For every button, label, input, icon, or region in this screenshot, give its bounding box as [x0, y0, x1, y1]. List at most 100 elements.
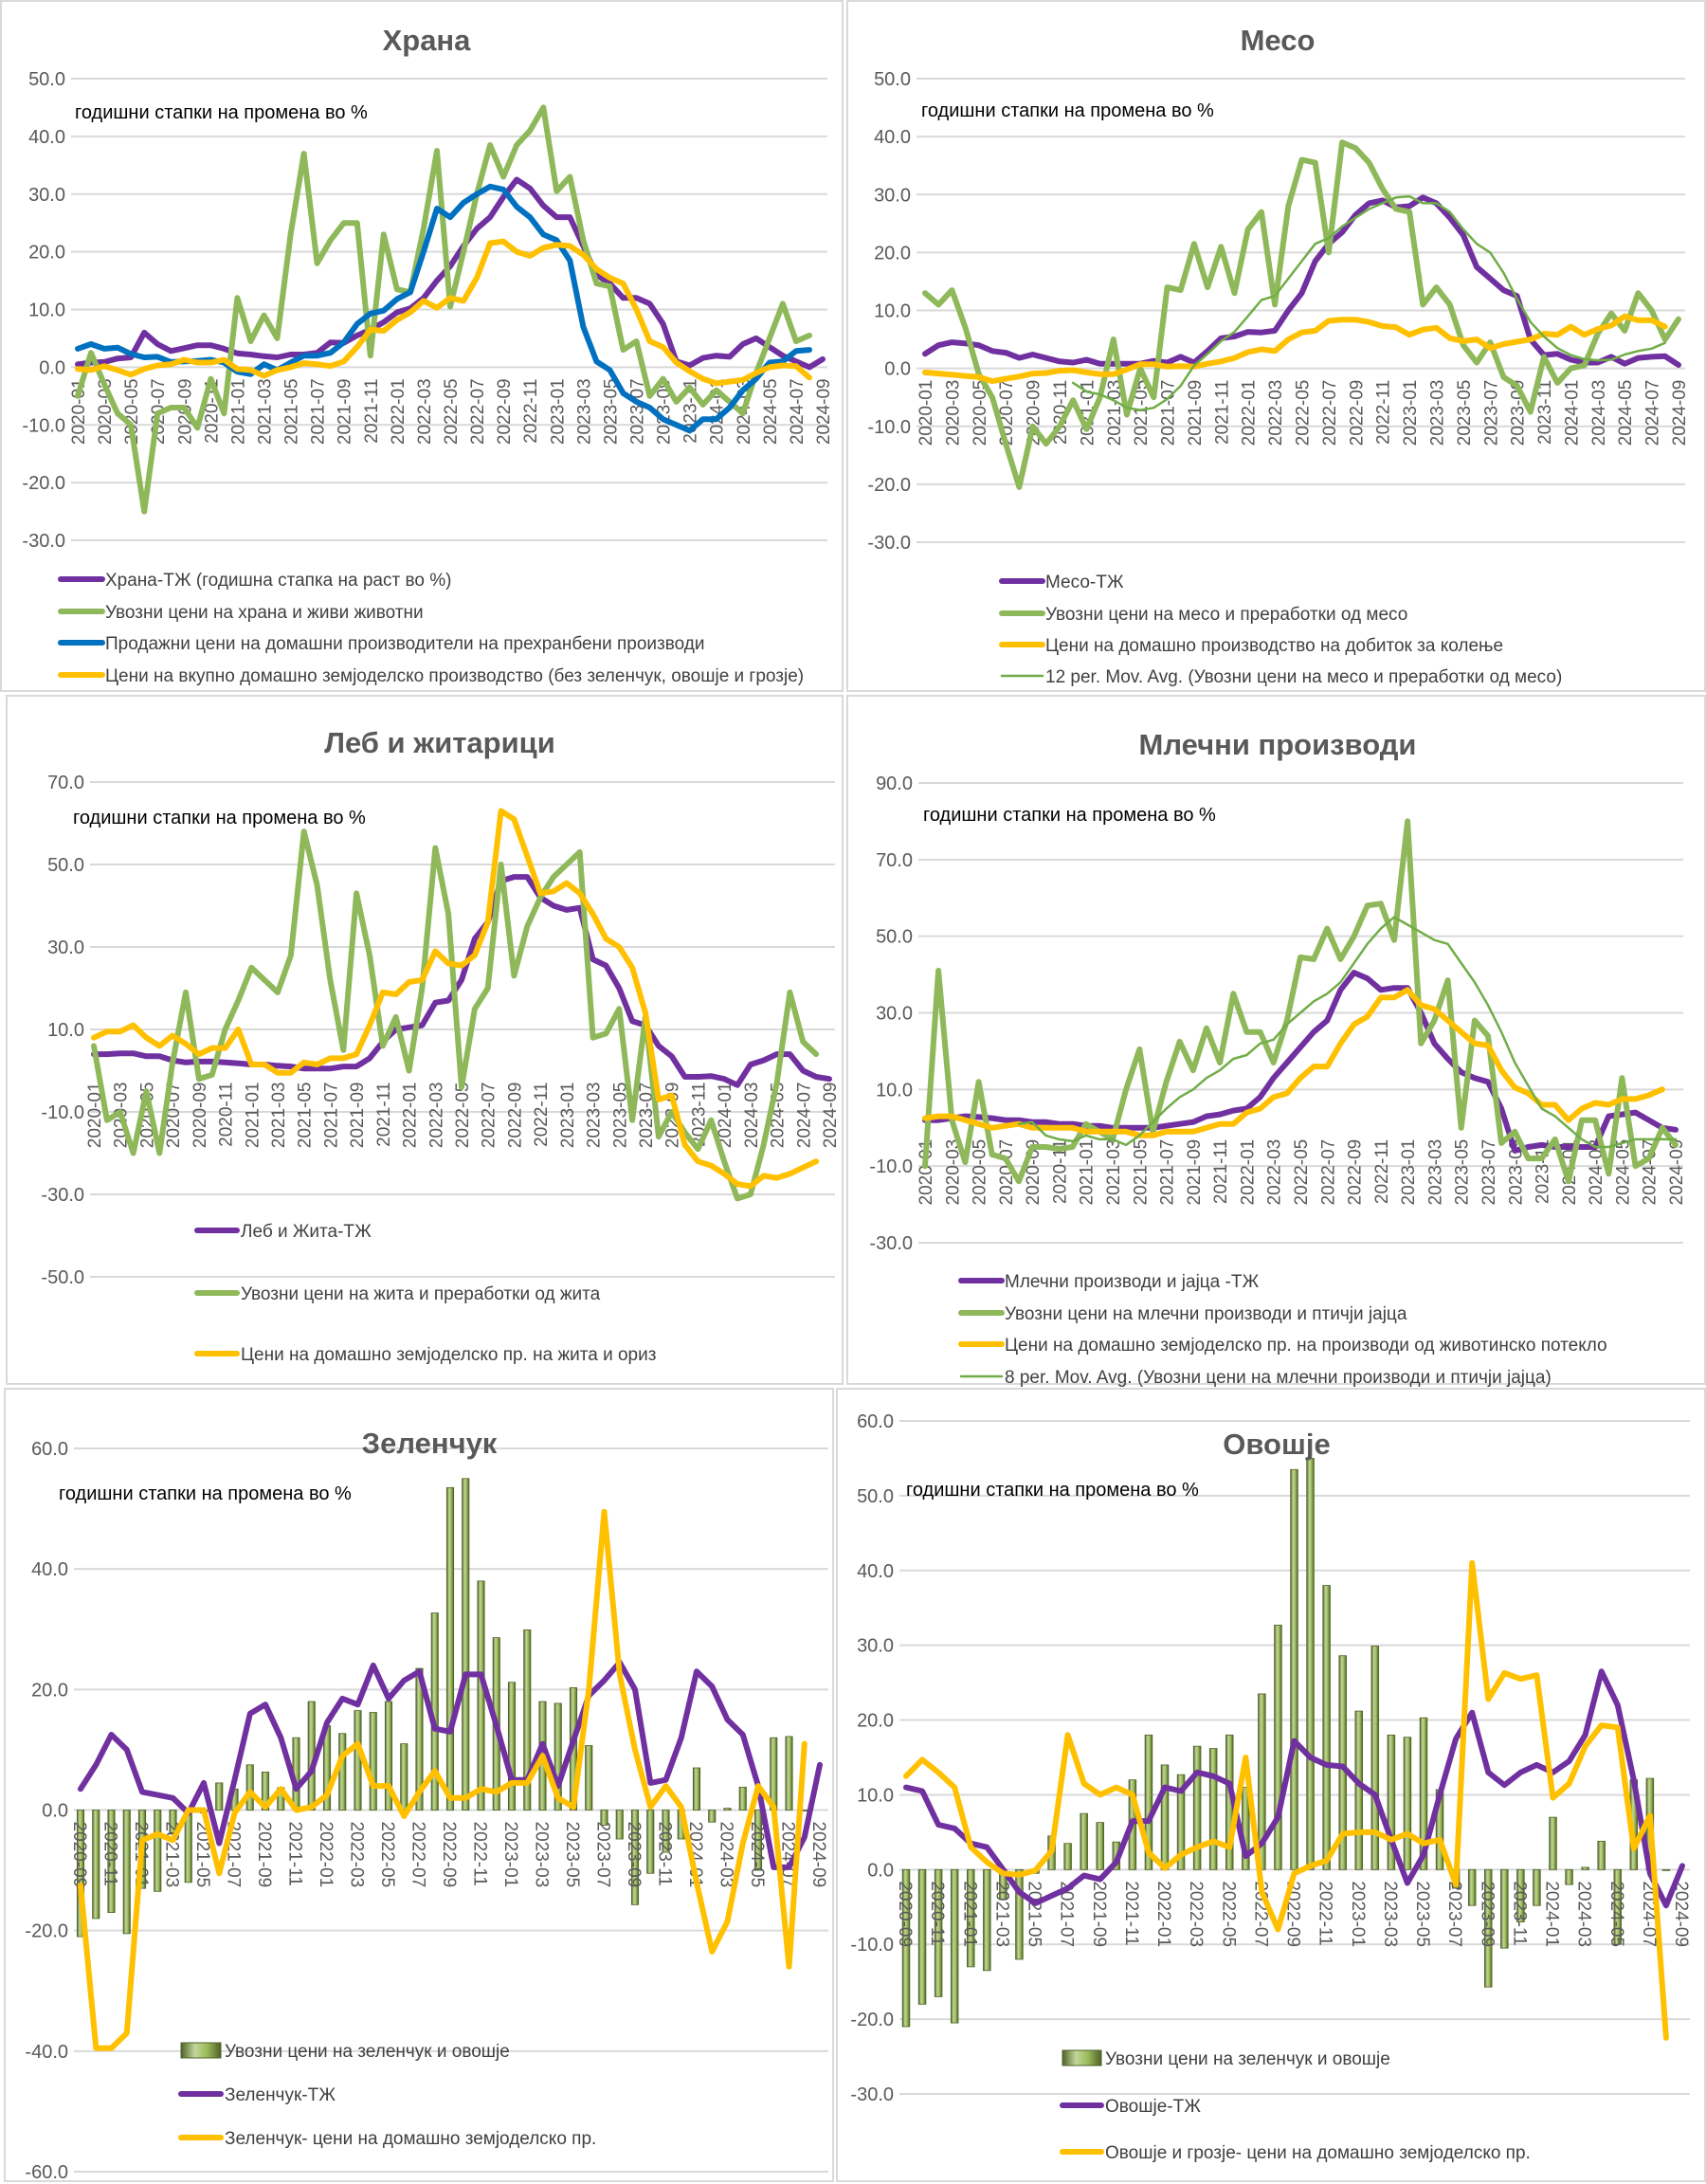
bar [1387, 1734, 1396, 1870]
y-tick-label: 20.0 [874, 243, 911, 264]
y-tick-label: 30.0 [876, 1004, 913, 1025]
x-tick-label: 2022-05 [1292, 1139, 1312, 1206]
x-tick-label: 2021-03 [1105, 380, 1125, 446]
x-tick-label: 2021-07 [309, 378, 329, 445]
x-tick-label: 2022-03 [347, 1822, 367, 1888]
x-tick-label: 2023-05 [1455, 380, 1475, 446]
x-tick-label: 2023-03 [574, 378, 594, 445]
legend-label: 8 per. Mov. Avg. (Увозни цени на млечни … [1005, 1368, 1552, 1387]
y-tick-label: -30.0 [850, 2084, 894, 2105]
series-line-cpi [78, 1659, 823, 1870]
x-tick-label: 2021-05 [296, 1083, 316, 1149]
y-tick-label: -10.0 [41, 1102, 84, 1123]
series-line-import [922, 139, 1681, 490]
x-tick-label: 2022-05 [453, 1083, 473, 1149]
series-line-domestic [903, 1559, 1669, 2041]
x-tick-label: 2022-07 [1318, 1139, 1338, 1206]
x-tick-label: 2024-03 [742, 1083, 762, 1149]
x-tick-label: 2022-03 [1266, 380, 1286, 446]
y-tick-label: -10.0 [22, 415, 65, 436]
x-tick-label: 2020-03 [943, 1139, 963, 1206]
x-tick-label: 2022-01 [389, 378, 408, 445]
y-tick-label: 60.0 [31, 1439, 68, 1460]
x-tick-label: 2024-05 [1613, 1139, 1633, 1206]
x-tick-label: 2022-09 [439, 1822, 459, 1888]
bar [1160, 1764, 1170, 1870]
bar [646, 1810, 655, 1874]
y-tick-label: 0.0 [867, 1860, 894, 1881]
x-tick-label: 2023-09 [1506, 1139, 1526, 1206]
bar [1208, 1748, 1218, 1870]
x-tick-label: 2022-09 [1346, 1139, 1366, 1206]
y-tick-label: 60.0 [857, 1411, 894, 1432]
x-tick-label: 2022-01 [401, 1083, 421, 1149]
x-tick-label: 2024-03 [1574, 1881, 1594, 1947]
legend-label: Овошје и грозје- цени на домашно земјоде… [1105, 2143, 1531, 2163]
y-tick-label: 50.0 [857, 1486, 894, 1507]
chart-note: годишни стапки на промена во % [923, 805, 1216, 826]
bar [662, 1810, 670, 1853]
x-tick-label: 2021-03 [1104, 1139, 1124, 1206]
y-tick-label: 0.0 [42, 1801, 68, 1822]
y-tick-label: -20.0 [850, 2010, 894, 2030]
series-line-import [75, 104, 812, 515]
chart-note: годишни стапки на промена во % [75, 102, 368, 123]
x-tick-label: 2023-01 [500, 1822, 520, 1888]
x-tick-label: 2020-09 [895, 1881, 915, 1947]
bar [384, 1701, 393, 1811]
x-tick-label: 2022-03 [1265, 1139, 1285, 1206]
x-tick-label: 2021-09 [1186, 380, 1206, 446]
chart-svg-meat: 50.0 40.0 30.0 20.0 10.0 0.0 -10.0 -20.0 -30.0 20… [867, 24, 1690, 687]
chart-panel-fruit: 60.0 50.0 40.0 30.0 20.0 10.0 0.0 -10.0 -20.0 -30… [836, 1388, 1706, 2182]
x-tick-label: 2022-09 [505, 1083, 525, 1149]
x-tick-label: 2023-09 [1477, 1881, 1497, 1947]
y-tick-label: 20.0 [28, 243, 65, 264]
y-tick-label: -40.0 [25, 2042, 68, 2063]
x-tick-label: 2023-05 [601, 378, 621, 445]
x-tick-label: 2021-05 [1025, 1881, 1044, 1947]
bar [154, 1810, 162, 1892]
y-tick-label: 20.0 [31, 1680, 68, 1701]
bar [1144, 1734, 1153, 1870]
bar [122, 1810, 131, 1935]
bar [785, 1736, 793, 1811]
x-tick-label: 2023-01 [558, 1083, 578, 1149]
chart-panel-dairy: 90.0 70.0 50.0 30.0 10.0 -10.0 -30.0 2020-01 202… [846, 695, 1706, 1387]
x-tick-label: 2021-07 [1159, 380, 1179, 446]
x-tick-label: 2024-09 [1671, 1881, 1691, 1947]
y-tick-label: 0.0 [884, 359, 911, 380]
x-tick-label: 2020-01 [917, 380, 936, 446]
y-tick-label: 40.0 [874, 127, 911, 148]
bar [934, 1868, 943, 1997]
bar [1533, 1868, 1541, 1906]
bar [245, 1764, 254, 1811]
x-tick-label: 2020-03 [943, 380, 963, 446]
x-tick-label: 2022-03 [426, 1083, 446, 1149]
chart-title: Месо [1241, 24, 1316, 57]
bar [600, 1810, 608, 1826]
bar [261, 1772, 270, 1811]
x-tick-label: 2021-03 [991, 1881, 1011, 1947]
y-tick-label: -30.0 [867, 533, 911, 554]
x-tick-label: 2022-05 [1218, 1881, 1238, 1947]
x-tick-label: 2021-01 [228, 378, 248, 445]
x-tick-label: 2022-07 [408, 1822, 428, 1888]
x-tick-label: 2023-03 [1427, 380, 1447, 446]
y-tick-label: 10.0 [28, 300, 65, 321]
chart-note: годишни стапки на промена во % [73, 808, 366, 828]
bar [901, 1868, 911, 2028]
y-tick-label: 10.0 [876, 1080, 913, 1101]
y-tick-label: -50.0 [41, 1267, 84, 1288]
x-tick-label: 2021-03 [256, 378, 276, 445]
x-tick-label: 2023-01 [1348, 1881, 1368, 1947]
bar [338, 1733, 347, 1811]
bar [1338, 1655, 1347, 1870]
x-tick-label: 2022-07 [480, 1083, 499, 1149]
bar [1419, 1717, 1428, 1870]
x-tick-label: 2020-01 [69, 378, 89, 445]
y-tick-label: 10.0 [47, 1020, 84, 1041]
bar [1176, 1774, 1186, 1870]
x-tick-label: 2024-09 [821, 1083, 841, 1149]
x-tick-label: 2020-09 [69, 1822, 89, 1888]
x-tick-label: 2023-07 [1444, 1881, 1464, 1947]
